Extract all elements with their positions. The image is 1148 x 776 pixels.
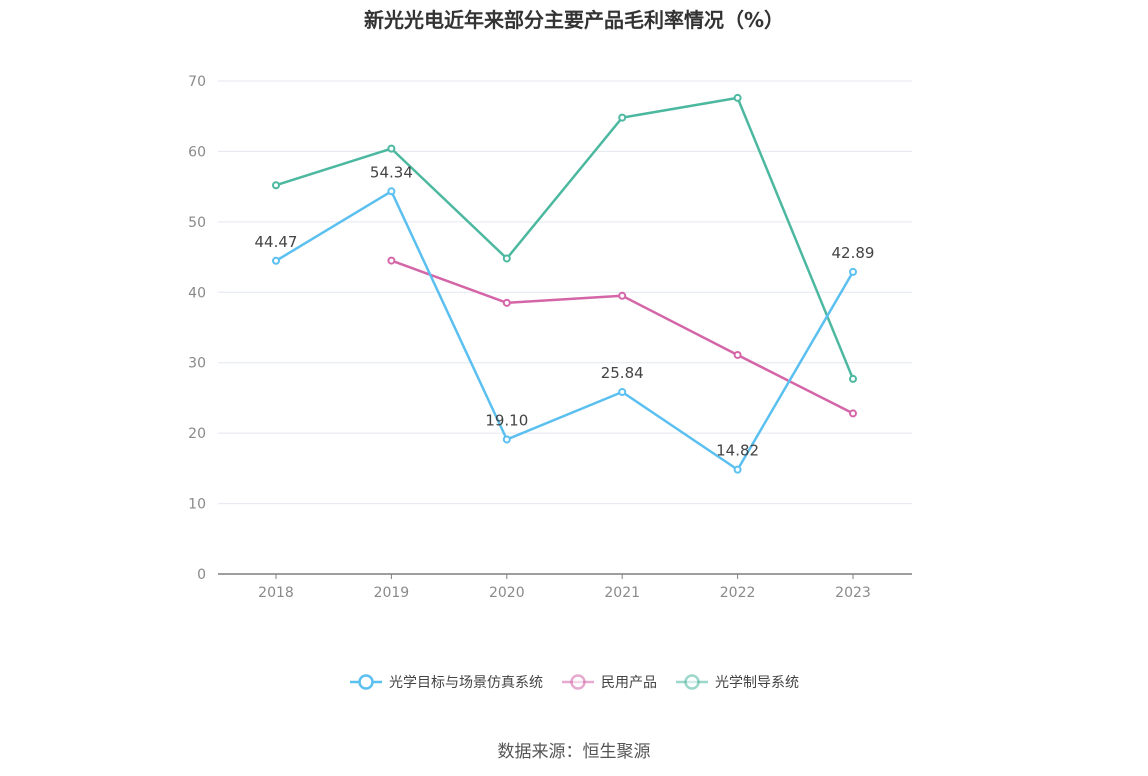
y-tick-label: 70 xyxy=(188,74,206,90)
data-point xyxy=(849,374,857,383)
data-point xyxy=(502,254,511,263)
legend-swatch xyxy=(562,674,594,690)
chart-title: 新光光电近年来部分主要产品毛利率情况（%） xyxy=(363,8,785,32)
legend-label: 光学目标与场景仿真系统 xyxy=(389,675,543,691)
chart-legend: 光学目标与场景仿真系统 民用产品 光学制导系统 xyxy=(0,672,1148,692)
x-tick-label: 2022 xyxy=(720,585,756,601)
series-line xyxy=(275,190,855,471)
legend-label: 光学制导系统 xyxy=(715,675,799,691)
data-label: 54.34 xyxy=(370,163,413,181)
data-point xyxy=(272,181,280,190)
data-point xyxy=(849,409,857,418)
data-label: 42.89 xyxy=(832,244,875,262)
data-label: 19.10 xyxy=(485,411,528,429)
data-label: 44.47 xyxy=(255,233,298,251)
legend-item[interactable]: 民用产品 xyxy=(561,672,657,692)
x-tick-label: 2020 xyxy=(489,585,525,601)
x-tick-label: 2019 xyxy=(374,585,410,601)
data-point xyxy=(387,144,396,153)
y-tick-label: 20 xyxy=(188,426,206,442)
legend-label: 民用产品 xyxy=(601,675,657,691)
data-point xyxy=(618,113,627,122)
data-point xyxy=(387,256,396,265)
data-point xyxy=(733,93,742,102)
legend-swatch xyxy=(676,674,708,690)
data-point xyxy=(618,291,627,300)
series-line xyxy=(275,96,855,380)
legend-swatch xyxy=(350,674,382,690)
y-tick-label: 50 xyxy=(188,215,206,231)
data-label: 14.82 xyxy=(716,442,759,460)
data-point xyxy=(387,187,396,196)
y-tick-label: 40 xyxy=(188,285,206,301)
data-point xyxy=(733,350,742,359)
data-point xyxy=(618,388,627,397)
data-point xyxy=(733,465,742,474)
y-tick-label: 60 xyxy=(188,144,206,160)
y-tick-label: 10 xyxy=(188,497,206,513)
legend-item[interactable]: 光学制导系统 xyxy=(675,672,799,692)
x-tick-label: 2021 xyxy=(604,585,640,601)
x-tick-label: 2018 xyxy=(258,585,294,601)
data-point xyxy=(272,256,280,265)
data-point xyxy=(502,435,511,444)
y-tick-label: 0 xyxy=(197,567,206,583)
x-tick-label: 2023 xyxy=(835,585,871,601)
y-tick-label: 30 xyxy=(188,356,206,372)
data-source: 数据来源：恒生聚源 xyxy=(497,742,651,762)
data-point xyxy=(849,267,857,276)
data-label: 25.84 xyxy=(601,364,644,382)
legend-item[interactable]: 光学目标与场景仿真系统 xyxy=(349,672,543,692)
data-point xyxy=(502,298,511,307)
